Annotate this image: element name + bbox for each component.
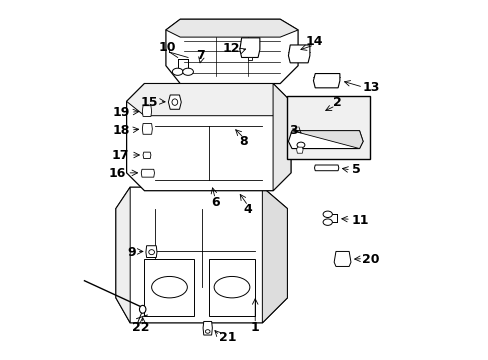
Polygon shape (247, 58, 251, 60)
Text: 11: 11 (351, 213, 368, 226)
Ellipse shape (172, 68, 183, 75)
Polygon shape (314, 165, 338, 171)
Ellipse shape (296, 142, 304, 148)
Polygon shape (288, 45, 309, 63)
Polygon shape (144, 258, 194, 316)
Polygon shape (168, 95, 181, 109)
Text: 3: 3 (288, 124, 297, 137)
Polygon shape (141, 169, 154, 177)
Polygon shape (240, 38, 259, 58)
Text: 18: 18 (112, 124, 129, 137)
Polygon shape (262, 187, 287, 323)
Text: 19: 19 (112, 106, 129, 120)
Polygon shape (116, 187, 130, 323)
Polygon shape (296, 147, 303, 153)
Polygon shape (143, 152, 151, 158)
Text: 13: 13 (362, 81, 379, 94)
Polygon shape (291, 131, 363, 149)
Text: 4: 4 (243, 203, 252, 216)
Polygon shape (126, 84, 290, 116)
Ellipse shape (139, 305, 145, 313)
Text: 10: 10 (159, 41, 176, 54)
Text: 2: 2 (332, 96, 341, 109)
Polygon shape (208, 258, 255, 316)
Ellipse shape (205, 330, 210, 333)
Ellipse shape (323, 219, 332, 225)
Text: 22: 22 (132, 321, 149, 334)
Polygon shape (142, 123, 152, 134)
Ellipse shape (183, 68, 193, 75)
Polygon shape (272, 84, 290, 191)
Polygon shape (126, 84, 290, 191)
Text: 14: 14 (305, 35, 322, 48)
Ellipse shape (148, 249, 154, 255)
Polygon shape (145, 246, 157, 257)
Polygon shape (288, 131, 363, 149)
Text: 8: 8 (239, 135, 247, 148)
Polygon shape (142, 106, 151, 116)
Ellipse shape (214, 276, 249, 298)
Ellipse shape (151, 276, 187, 298)
Polygon shape (116, 187, 287, 323)
Text: 5: 5 (351, 163, 360, 176)
Polygon shape (165, 19, 298, 84)
Text: 7: 7 (196, 49, 205, 62)
Text: 15: 15 (140, 96, 158, 109)
Text: 9: 9 (127, 246, 135, 258)
Polygon shape (313, 73, 339, 88)
Text: 16: 16 (108, 167, 125, 180)
Bar (287, 96, 369, 159)
Text: 17: 17 (112, 149, 129, 162)
Text: 20: 20 (362, 253, 379, 266)
Polygon shape (203, 321, 212, 335)
Text: 6: 6 (210, 195, 219, 209)
Polygon shape (165, 19, 298, 37)
Ellipse shape (172, 99, 177, 105)
Ellipse shape (323, 211, 332, 217)
Text: 12: 12 (222, 42, 240, 55)
Text: 21: 21 (218, 332, 236, 345)
Polygon shape (333, 251, 350, 266)
Text: 1: 1 (250, 321, 259, 334)
